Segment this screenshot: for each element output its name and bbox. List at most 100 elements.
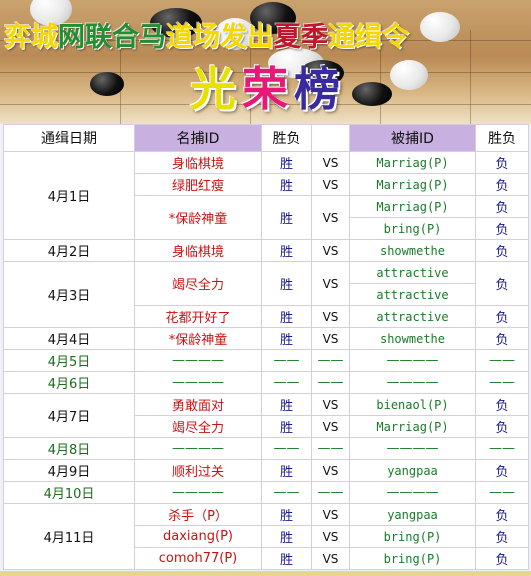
date-cell: 4月4日 — [3, 327, 135, 350]
win-cell: 胜 — [261, 195, 312, 240]
bottom-border — [0, 571, 531, 576]
date-cell: 4月6日 — [3, 371, 135, 394]
hunter-cell: 绿肥红瘦 — [134, 173, 262, 196]
lose-cell: —— — [475, 371, 529, 394]
target-cell: attractive — [349, 283, 476, 306]
white-stone — [30, 0, 72, 26]
target-cell: ———— — [349, 371, 476, 394]
header-hunter-id: 名捕ID — [134, 124, 262, 152]
vs-cell: VS — [311, 327, 350, 350]
glory-title: 光荣榜 — [168, 60, 368, 118]
table-row: 4月7日 勇敢面对 胜 VS bienaol(P) 负 — [3, 393, 529, 438]
table-row: 4月5日 ———— —— —— ———— —— — [3, 349, 529, 372]
title-char: 合 — [112, 22, 139, 53]
honor-table: 通缉日期 名捕ID 胜负 被捕ID 胜负 4月1日 身临棋境 胜 VS Marr… — [3, 124, 529, 570]
lose-cell: 负 — [475, 459, 529, 482]
vs-cell: —— — [311, 349, 350, 372]
table-row: 4月6日 ———— —— —— ———— —— — [3, 371, 529, 394]
table-row: 4月3日 竭尽全力 胜 VS attractive 负 — [3, 261, 529, 328]
hunter-cell: ———— — [134, 481, 262, 504]
hunter-cell: *保龄神童 — [134, 327, 262, 350]
date-cell: 4月10日 — [3, 481, 135, 504]
date-cell: 4月7日 — [3, 393, 135, 438]
win-cell: 胜 — [261, 503, 312, 526]
target-cell: attractive — [349, 261, 476, 284]
win-cell: —— — [261, 437, 312, 460]
lose-cell: 负 — [475, 217, 529, 240]
hunter-cell: 竭尽全力 — [134, 415, 262, 438]
win-cell: 胜 — [261, 415, 312, 438]
target-cell: showmethe — [349, 327, 476, 350]
target-cell: yangpaa — [349, 459, 476, 482]
win-cell: 胜 — [261, 327, 312, 350]
vs-cell: VS — [311, 459, 350, 482]
title-char: 弈 — [4, 22, 31, 53]
lose-cell: 负 — [475, 547, 529, 570]
lose-cell: 负 — [475, 151, 529, 174]
vs-cell: VS — [311, 393, 350, 416]
glory-char: 光 — [190, 62, 242, 116]
title-char: 发 — [220, 22, 247, 53]
table-row: daxiang(P) 胜 VS bring(P) 负 — [4, 525, 529, 548]
target-cell: Marriag(P) — [349, 415, 476, 438]
table-row: 绿肥红瘦 胜 VS Marriag(P) 负 — [4, 173, 529, 196]
title-char: 季 — [301, 22, 328, 53]
target-cell: ———— — [349, 481, 476, 504]
title-char: 出 — [247, 22, 274, 53]
title-char: 马 — [139, 22, 166, 53]
vs-cell: VS — [311, 415, 350, 438]
date-cell: 4月2日 — [3, 239, 135, 262]
header-vs — [311, 124, 350, 152]
lose-cell: 负 — [475, 327, 529, 350]
vs-cell: VS — [311, 195, 350, 240]
glory-char: 榜 — [294, 62, 346, 116]
target-cell: Marriag(P) — [349, 173, 476, 196]
title-char: 夏 — [274, 22, 301, 53]
lose-cell: 负 — [475, 305, 529, 328]
date-cell: 4月3日 — [3, 261, 135, 328]
header-target-id: 被捕ID — [349, 124, 476, 152]
table-row: comoh77(P) 胜 VS bring(P) 负 — [4, 547, 529, 570]
vs-cell: VS — [311, 239, 350, 262]
black-stone — [352, 82, 392, 106]
vs-cell: —— — [311, 481, 350, 504]
hunter-cell: ———— — [134, 371, 262, 394]
win-cell: 胜 — [261, 173, 312, 196]
title-char: 道 — [166, 22, 193, 53]
lose-cell: 负 — [475, 173, 529, 196]
table-row: 4月4日 *保龄神童 胜 VS showmethe 负 — [3, 327, 529, 350]
hunter-cell: 花都开好了 — [134, 305, 262, 328]
lose-cell: 负 — [475, 503, 529, 526]
black-stone — [300, 60, 344, 86]
table-row: 4月11日 杀手（P） 胜 VS yangpaa 负 — [3, 503, 529, 570]
target-cell: showmethe — [349, 239, 476, 262]
table-row: 4月10日 ———— —— —— ———— —— — [3, 481, 529, 504]
title-char: 缉 — [355, 22, 382, 53]
lose-cell: 负 — [475, 239, 529, 262]
date-cell: 4月11日 — [3, 503, 135, 570]
black-stone — [250, 2, 296, 34]
win-cell: 胜 — [261, 239, 312, 262]
lose-cell: —— — [475, 349, 529, 372]
lose-cell: —— — [475, 481, 529, 504]
target-cell: bienaol(P) — [349, 393, 476, 416]
vs-cell: VS — [311, 261, 350, 306]
hunter-cell: comoh77(P) — [134, 547, 262, 570]
hunter-cell: 身临棋境 — [134, 239, 262, 262]
banner-title: 弈城网联合马道场发出夏季通缉令 — [4, 20, 528, 56]
title-char: 通 — [328, 22, 355, 53]
win-cell: 胜 — [261, 305, 312, 328]
target-cell: ———— — [349, 437, 476, 460]
lose-cell: 负 — [475, 261, 529, 306]
hunter-cell: ———— — [134, 437, 262, 460]
hunter-cell: *保龄神童 — [134, 195, 262, 240]
win-cell: 胜 — [261, 151, 312, 174]
hunter-cell: ———— — [134, 349, 262, 372]
white-stone — [420, 12, 460, 42]
table-row: 4月8日 ———— —— —— ———— —— — [3, 437, 529, 460]
target-cell: bring(P) — [349, 525, 476, 548]
hunter-cell: 杀手（P） — [134, 503, 262, 526]
header-result: 胜负 — [261, 124, 312, 152]
target-cell: bring(P) — [349, 547, 476, 570]
vs-cell: VS — [311, 525, 350, 548]
